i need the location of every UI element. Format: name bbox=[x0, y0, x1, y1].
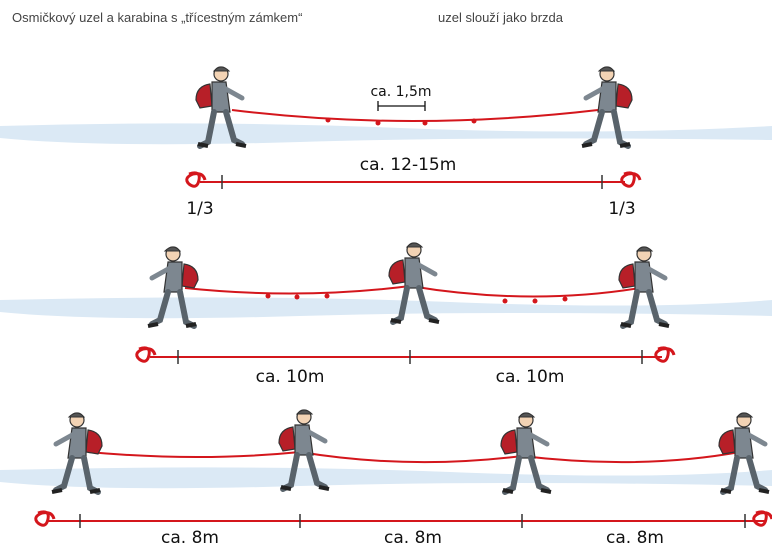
rope bbox=[231, 109, 599, 122]
knot bbox=[620, 171, 642, 188]
distance-label: ca. 8m bbox=[161, 528, 219, 547]
climber bbox=[619, 247, 669, 326]
header-right: uzel slouží jako brzda bbox=[438, 10, 564, 25]
distance-label: ca. 8m bbox=[606, 528, 664, 547]
knot bbox=[135, 346, 157, 363]
knot bbox=[752, 510, 772, 527]
rope-knots bbox=[265, 293, 568, 304]
rope bbox=[87, 450, 741, 464]
spacing-arrow bbox=[377, 101, 426, 111]
spacing-label: ca. 1,5m bbox=[370, 84, 431, 100]
distance-label: ca. 10m bbox=[496, 367, 565, 387]
knot bbox=[654, 346, 676, 363]
knot bbox=[34, 510, 56, 527]
fraction-label: 1/3 bbox=[608, 199, 635, 219]
rope-knots bbox=[325, 117, 477, 126]
header-left: Osmičkový uzel a karabina s „třícestným … bbox=[12, 10, 302, 25]
distance-label: ca. 10m bbox=[256, 367, 325, 387]
distance-label: ca. 8m bbox=[384, 528, 442, 547]
distance-label: ca. 12-15m bbox=[360, 155, 457, 175]
knot bbox=[185, 171, 207, 188]
fraction-label: 1/3 bbox=[186, 199, 213, 219]
snow bbox=[0, 123, 772, 489]
